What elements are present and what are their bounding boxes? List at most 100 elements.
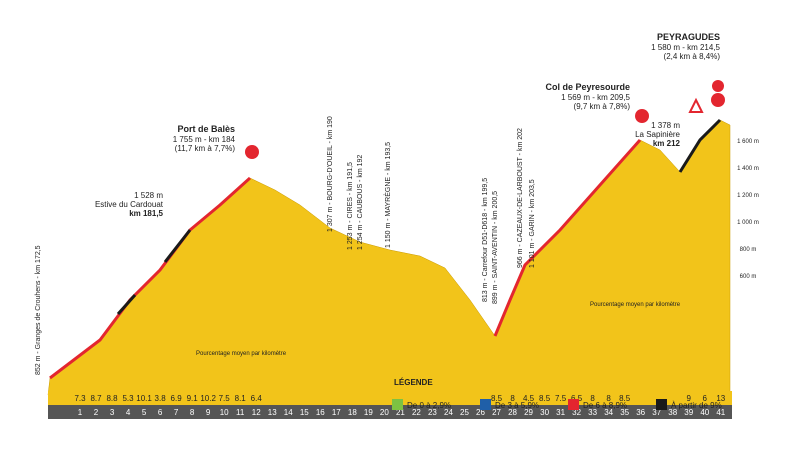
km-label: 2 <box>94 408 99 417</box>
legend-label: À partir de 9% <box>671 401 722 410</box>
legend-label: De 6 à 8,9% <box>583 401 627 410</box>
km-label: 3 <box>110 408 115 417</box>
km-label: 25 <box>460 408 469 417</box>
point-label: km 181,5 <box>129 209 163 218</box>
km-label: 18 <box>348 408 357 417</box>
altitude-label: 800 m <box>740 247 757 253</box>
vertical-label: 966 m - CAZEAUX-DE-LARBOUST - km 202 <box>517 128 524 268</box>
note: Pourcentage moyen par kilomètre <box>196 351 287 357</box>
km-label: 15 <box>300 408 309 417</box>
point-label: Estive du Cardouat <box>95 200 164 209</box>
gradient-label: 4.5 <box>523 394 535 403</box>
km-label: 13 <box>268 408 277 417</box>
altitude-label: 1 600 m <box>737 139 759 145</box>
km-label: 20 <box>380 408 389 417</box>
summit-detail: 1 580 m - km 214,5 <box>651 43 720 52</box>
km-label: 38 <box>668 408 677 417</box>
altitude-label: 1 000 m <box>737 220 759 226</box>
summit-detail: (11,7 km à 7,7%) <box>175 144 236 153</box>
gradient-label: 8 <box>510 394 515 403</box>
km-label: 19 <box>364 408 373 417</box>
km-label: 6 <box>158 408 163 417</box>
profile-edge-steep <box>163 229 192 263</box>
km-label: 26 <box>476 408 485 417</box>
km-label: 7 <box>174 408 179 417</box>
km-label: 40 <box>700 408 709 417</box>
km-label: 29 <box>524 408 533 417</box>
km-label: 5 <box>142 408 147 417</box>
gradient-label: 10.2 <box>200 394 216 403</box>
km-label: 8 <box>190 408 195 417</box>
vertical-label: 813 m - Carrefour D51-D618 - km 199,5 <box>482 178 489 302</box>
note: Pourcentage moyen par kilomètre <box>590 302 681 308</box>
summit-detail: (2,4 km à 8,4%) <box>664 52 721 61</box>
summit-marker <box>245 145 259 159</box>
gradient-label: 8 <box>606 394 611 403</box>
km-label: 10 <box>220 408 229 417</box>
summit-detail: (9,7 km à 7,8%) <box>574 102 631 111</box>
legend-swatch <box>568 399 579 410</box>
legend-title: LÉGENDE <box>394 378 433 387</box>
gradient-label: 8 <box>590 394 595 403</box>
legend-label: De 3 à 5,9% <box>495 401 539 410</box>
km-label: 32 <box>572 408 581 417</box>
profile-edge <box>49 176 252 380</box>
summit-name: Col de Peyresourde <box>545 82 630 92</box>
gradient-label: 5.3 <box>122 394 134 403</box>
profile-edge-steep <box>116 293 137 316</box>
km-label: 16 <box>316 408 325 417</box>
gradient-label: 8.5 <box>619 394 631 403</box>
km-label: 1 <box>78 408 83 417</box>
warning-sign <box>688 97 704 113</box>
km-label: 12 <box>252 408 261 417</box>
vertical-label: 1 150 m - MAYRÈGNE - km 193,5 <box>383 142 392 248</box>
gradient-label: 8.8 <box>106 394 118 403</box>
gradient-label: 6.9 <box>171 394 183 403</box>
legend-swatch <box>392 399 403 410</box>
gradient-strip <box>48 391 732 405</box>
point-label: 1 378 m <box>651 121 680 130</box>
gradient-label: 6 <box>703 394 708 403</box>
point-label: La Sapinière <box>635 130 680 139</box>
km-label: 23 <box>428 408 437 417</box>
gradient-label: 8.5 <box>539 394 551 403</box>
finish-marker <box>712 80 724 92</box>
km-label: 24 <box>444 408 453 417</box>
altitude-label: 1 400 m <box>737 166 759 172</box>
point-label: 1 528 m <box>134 191 163 200</box>
km-label: 28 <box>508 408 517 417</box>
vertical-label: 1 253 m - CIRES - km 191,5 <box>347 162 354 250</box>
km-label: 4 <box>126 408 131 417</box>
gradient-label: 3.8 <box>155 394 167 403</box>
km-label: 21 <box>396 408 405 417</box>
km-label: 41 <box>716 408 725 417</box>
summit-name: Port de Balès <box>177 124 235 134</box>
km-label: 36 <box>636 408 645 417</box>
point-label: km 212 <box>653 139 681 148</box>
legend-swatch <box>656 399 667 410</box>
vertical-label: 899 m - SAINT-AVENTIN - km 200,5 <box>492 191 499 304</box>
km-label: 35 <box>620 408 629 417</box>
gradient-label: 8.7 <box>90 394 102 403</box>
gradient-label: 7.3 <box>74 394 86 403</box>
gradient-label: 6.4 <box>251 394 263 403</box>
altitude-label: 1 200 m <box>737 193 759 199</box>
summit-marker <box>635 109 649 123</box>
km-label: 30 <box>540 408 549 417</box>
km-label: 31 <box>556 408 565 417</box>
vertical-label: 1 254 m - CAUBOUS - km 192 <box>357 155 364 250</box>
km-label: 33 <box>588 408 597 417</box>
gradient-label: 9.1 <box>187 394 199 403</box>
vertical-label: 1 307 m - BOURG-D'OUEIL - km 190 <box>327 116 334 232</box>
vertical-label: 852 m - Granges de Crouhens - km 172,5 <box>35 245 42 375</box>
gradient-label: 6.5 <box>571 394 583 403</box>
gradient-label: 8.1 <box>235 394 247 403</box>
summit-name: PEYRAGUDES <box>657 32 720 42</box>
km-label: 39 <box>684 408 693 417</box>
summit-detail: 1 569 m - km 209,5 <box>561 93 630 102</box>
km-strip <box>48 405 732 419</box>
gradient-label: 7.5 <box>555 394 567 403</box>
km-label: 37 <box>652 408 661 417</box>
gradient-label: 7.5 <box>219 394 231 403</box>
